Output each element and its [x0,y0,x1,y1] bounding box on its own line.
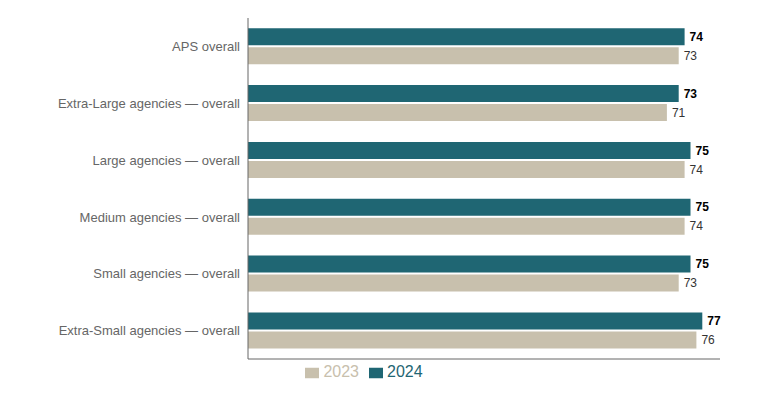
svg-text:APS overall: APS overall [172,39,240,54]
svg-text:74: 74 [690,30,704,44]
svg-text:75: 75 [696,144,710,158]
svg-text:73: 73 [684,276,698,290]
html-text:2024: 2024 [387,363,423,380]
svg-text:73: 73 [684,49,698,63]
svg-text:77: 77 [707,314,721,328]
html-text:2023: 2023 [323,363,359,380]
svg-text:75: 75 [696,257,710,271]
svg-text:76: 76 [701,333,715,347]
svg-text:74: 74 [690,163,704,177]
svg-text:Extra-Small agencies — overall: Extra-Small agencies — overall [59,323,240,338]
svg-text:Large agencies — overall: Large agencies — overall [93,153,241,168]
svg-text:Medium agencies — overall: Medium agencies — overall [80,210,241,225]
svg-text:71: 71 [672,106,686,120]
svg-text:73: 73 [684,87,698,101]
svg-text:Small agencies — overall: Small agencies — overall [93,266,240,281]
svg-text:75: 75 [696,200,710,214]
svg-text:74: 74 [690,219,704,233]
svg-text:Extra-Large agencies — overall: Extra-Large agencies — overall [58,96,240,111]
